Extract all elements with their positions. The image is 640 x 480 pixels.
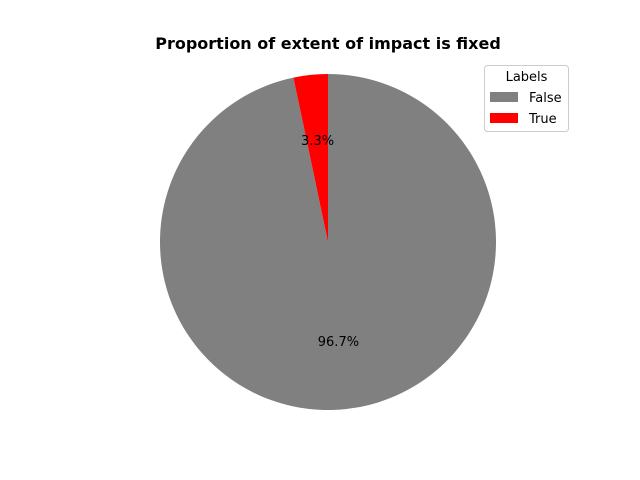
legend-label-true: True bbox=[528, 112, 557, 127]
legend-swatch-true bbox=[490, 113, 518, 123]
pie-percent-labels: 96.7% 3.3% bbox=[301, 134, 359, 350]
pie-slice-true bbox=[293, 74, 328, 242]
pie-slices bbox=[160, 74, 497, 410]
pie-percent-label-true: 3.3% bbox=[301, 134, 334, 149]
chart-title: Proportion of extent of impact is fixed bbox=[155, 34, 501, 53]
legend-label-false: False bbox=[529, 91, 562, 106]
legend: Labels False True bbox=[484, 65, 569, 132]
pie-percent-label-false: 96.7% bbox=[318, 335, 359, 350]
legend-title: Labels bbox=[506, 70, 548, 85]
legend-swatch-false bbox=[490, 92, 518, 102]
